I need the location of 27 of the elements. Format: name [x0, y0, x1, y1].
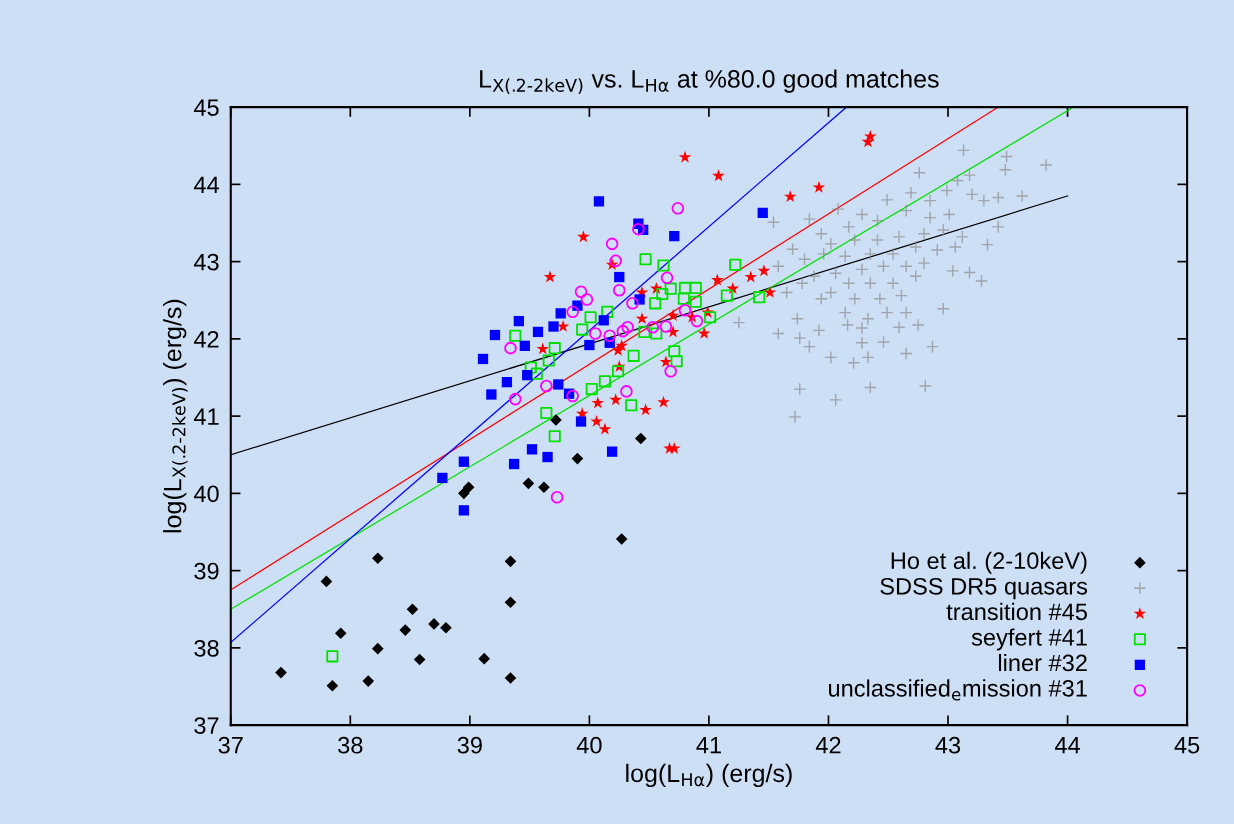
legend-label: unclassified$_{e}$mission #31	[829, 679, 1087, 701]
x-tick-label: 37	[218, 736, 243, 754]
y-tick-label: 39	[194, 562, 219, 580]
x-tick-label: 39	[457, 736, 482, 754]
y-tick-label: 42	[193, 330, 219, 348]
x-tick-label: 42	[815, 736, 841, 754]
x-tick-label: 38	[338, 736, 363, 754]
y-tick-label: 38	[194, 639, 219, 657]
y-tick-label: 40	[193, 485, 219, 503]
x-axis-title: log(L$_{Hα}$) (erg/s)	[626, 763, 792, 788]
y-tick-label: 37	[194, 717, 219, 734]
x-tick-label: 45	[1174, 737, 1200, 754]
legend-label: seyfert #41	[971, 628, 1087, 651]
legend-label: SDSS DR5 quasars	[880, 577, 1088, 600]
x-tick-label: 40	[576, 736, 602, 754]
legend-label: liner #32	[998, 653, 1087, 672]
y-tick-label: 41	[193, 408, 219, 425]
x-tick-label: 41	[696, 737, 721, 754]
y-axis-title: log(L$_{X(.2-2keV)}$) (erg/s)	[163, 299, 188, 533]
x-tick-label: 44	[1054, 737, 1081, 754]
legend-label: Ho et al. (2-10keV)	[891, 551, 1087, 574]
x-tick-label: 43	[935, 736, 961, 754]
legend-label: transition #45	[946, 602, 1087, 621]
y-tick-label: 45	[193, 99, 219, 116]
y-tick-label: 43	[193, 253, 219, 271]
chart-title: L$_{X(.2-2keV)}$ vs. L$_{Hα}$ at %80.0 good matches	[480, 69, 939, 94]
y-tick-label: 44	[193, 176, 219, 193]
